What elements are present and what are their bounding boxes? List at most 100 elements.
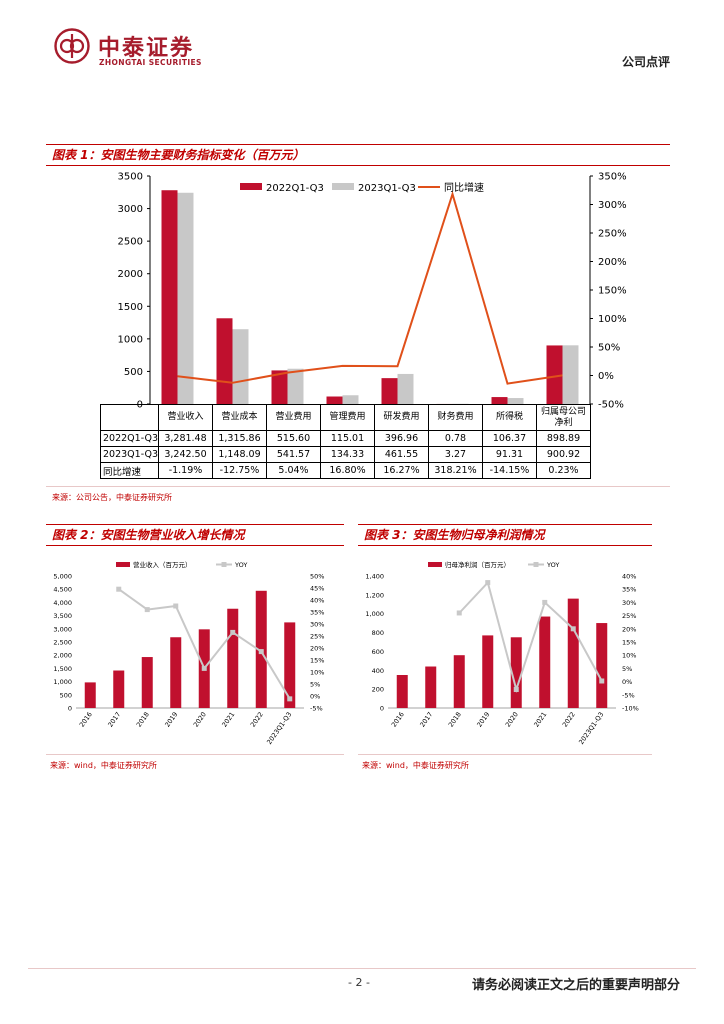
y-tick-label: 0 xyxy=(68,705,72,713)
row-label: 同比增速 xyxy=(100,462,159,479)
x-tick-label: 2022 xyxy=(249,711,265,729)
figure3-source: 来源：wind，中泰证券研究所 xyxy=(362,761,469,770)
bar-2023q1-q3 xyxy=(397,373,414,404)
legend-label: 归母净利润（百万元） xyxy=(445,560,510,569)
table-cell: 91.31 xyxy=(482,446,537,463)
row-label: 2022Q1-Q3 xyxy=(100,430,159,447)
y2-tick-label: 20% xyxy=(310,645,324,653)
company-name-cn: 中泰证券 xyxy=(98,36,195,61)
x-tick-label: 2023Q1-Q3 xyxy=(577,711,605,746)
bar xyxy=(596,623,608,708)
figure2-chart: 0 500 1,000 1,500 2,000 2,500 3,000 3,500 4,000 4… xyxy=(53,560,324,746)
y2-tick-label: 350% xyxy=(598,172,627,183)
y2-tick-label: 45% xyxy=(310,585,324,593)
y2-tick-label: 5% xyxy=(310,681,320,689)
table-cell: 16.27% xyxy=(374,462,429,479)
y-tick-label: 600 xyxy=(372,648,384,656)
y2-tick-label: 40% xyxy=(310,597,324,605)
bar-2023q1-q3 xyxy=(177,192,194,404)
bar xyxy=(170,637,182,708)
table-header-row: 营业收入 营业成本 营业费用 管理费用 研发费用 财务费用 所得税 归属母公司净… xyxy=(100,404,591,431)
y-tick-label: 1,500 xyxy=(53,665,72,673)
table-cell: 106.37 xyxy=(482,430,537,447)
y2-tick-label: 35% xyxy=(310,609,324,617)
y-tick-label: 1000 xyxy=(118,334,143,345)
company-name-en: ZHONGTAI SECURITIES xyxy=(99,58,202,67)
legend-label: YOY xyxy=(234,561,247,569)
y2-tick-label: 10% xyxy=(622,652,636,660)
bar xyxy=(453,655,465,708)
legend-swatch xyxy=(428,562,442,567)
table-cell: 115.01 xyxy=(320,430,375,447)
table-cell: 16.80% xyxy=(320,462,375,479)
table-cell: -1.19% xyxy=(158,462,213,479)
y2-tick-label: 50% xyxy=(310,573,324,581)
bar-2023q1-q3 xyxy=(562,345,579,404)
bar-2023q1-q3 xyxy=(287,368,304,404)
bar xyxy=(482,635,494,708)
y-tick-label: 3500 xyxy=(118,172,143,183)
y-tick-label: 0 xyxy=(380,705,384,713)
y2-tick-label: 15% xyxy=(310,657,324,665)
bar-2022q1-q3 xyxy=(326,396,343,404)
table-col-header: 研发费用 xyxy=(374,404,429,431)
y-tick-label: 400 xyxy=(372,667,384,675)
table-cell: 5.04% xyxy=(266,462,321,479)
x-tick-label: 2018 xyxy=(135,711,151,729)
y2-tick-label: 20% xyxy=(622,625,636,633)
table-col-header: 营业费用 xyxy=(266,404,321,431)
x-tick-label: 2023Q1-Q3 xyxy=(265,711,293,746)
bar xyxy=(113,670,125,708)
y2-tick-label: 200% xyxy=(598,257,627,268)
yoy-marker xyxy=(599,678,605,684)
table-cell: 134.33 xyxy=(320,446,375,463)
table-col-header: 营业成本 xyxy=(212,404,267,431)
y-tick-label: 1500 xyxy=(118,302,143,313)
yoy-line xyxy=(458,580,603,694)
yoy-marker xyxy=(173,603,179,609)
y2-tick-label: 0% xyxy=(598,371,614,382)
figure3-title: 图表 3：安图生物归母净利润情况 xyxy=(358,524,652,546)
table-corner xyxy=(100,404,159,431)
table-cell: 541.57 xyxy=(266,446,321,463)
table-row: 2022Q1-Q3 3,281.48 1,315.86 515.60 115.0… xyxy=(100,430,591,447)
figure2-title: 图表 2：安图生物营业收入增长情况 xyxy=(46,524,344,546)
y2-tick-label: 10% xyxy=(310,669,324,677)
y2-tick-label: -10% xyxy=(622,705,639,713)
x-tick-label: 2020 xyxy=(504,711,520,729)
y2-tick-label: 0% xyxy=(310,693,320,701)
bar-2023q1-q3 xyxy=(342,395,359,404)
y-tick-label: 1,000 xyxy=(365,610,384,618)
bar xyxy=(141,657,153,708)
y-tick-label: 2000 xyxy=(118,269,143,280)
y-tick-label: 5,000 xyxy=(53,573,72,581)
y2-tick-label: 30% xyxy=(310,621,324,629)
table-cell: 461.55 xyxy=(374,446,429,463)
y-tick-label: 500 xyxy=(60,691,72,699)
yoy-marker xyxy=(144,607,150,613)
figure1-divider xyxy=(46,486,670,487)
y-tick-label: 500 xyxy=(124,367,143,378)
legend-swatch xyxy=(240,183,262,190)
x-tick-label: 2021 xyxy=(220,711,236,729)
yoy-marker xyxy=(513,687,519,693)
yoy-marker xyxy=(230,629,236,635)
y-tick-label: 1,000 xyxy=(53,678,72,686)
legend-swatch xyxy=(332,183,354,190)
yoy-marker xyxy=(287,696,293,702)
table-cell: 3.27 xyxy=(428,446,483,463)
yoy-marker xyxy=(485,580,491,586)
y-tick-label: 2500 xyxy=(118,237,143,248)
x-tick-label: 2020 xyxy=(192,711,208,729)
y-tick-label: 1,200 xyxy=(365,591,384,599)
legend-label: 2023Q1-Q3 xyxy=(358,183,416,194)
bar xyxy=(84,682,96,708)
y-tick-label: 800 xyxy=(372,629,384,637)
table-col-header: 所得税 xyxy=(482,404,537,431)
table-cell: 900.92 xyxy=(536,446,591,463)
yoy-marker xyxy=(456,610,462,616)
figure3-divider xyxy=(358,754,652,755)
y-tick-label: 200 xyxy=(372,686,384,694)
x-tick-label: 2022 xyxy=(561,711,577,729)
yoy-marker xyxy=(542,599,548,605)
